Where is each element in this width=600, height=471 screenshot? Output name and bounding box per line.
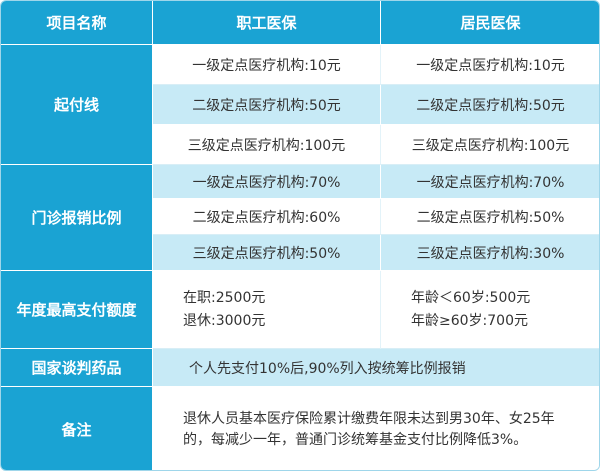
annual-max-resident: 年龄＜60岁:500元 年龄≥60岁:700元 [381,271,599,349]
deductible-employee-level1: 一级定点医疗机构:10元 [153,45,381,85]
deductible-resident-level2: 二级定点医疗机构:50元 [381,85,599,125]
annual-max-employee-active: 在职:2500元 [183,289,266,306]
outpatient-resident-level1: 一级定点医疗机构:70% [381,165,599,199]
header-resident: 居民医保 [381,1,599,45]
deductible-resident-level1: 一级定点医疗机构:10元 [381,45,599,85]
annual-max-resident-under60: 年龄＜60岁:500元 [411,289,531,306]
outpatient-resident-level3: 三级定点医疗机构:30% [381,235,599,271]
annual-max-employee-retired: 退休:3000元 [183,312,266,329]
annual-max-resident-over60: 年龄≥60岁:700元 [411,312,528,329]
label-remarks: 备注 [1,387,153,470]
header-employee: 职工医保 [153,1,381,45]
annual-max-employee: 在职:2500元 退休:3000元 [153,271,381,349]
deductible-employee-level3: 三级定点医疗机构:100元 [153,125,381,165]
deductible-employee-level2: 二级定点医疗机构:50元 [153,85,381,125]
negotiated-drugs-text: 个人先支付10%后,90%列入按统筹比例报销 [153,349,599,387]
outpatient-resident-level2: 二级定点医疗机构:50% [381,199,599,235]
label-annual-max: 年度最高支付额度 [1,271,153,349]
remarks-text: 退休人员基本医疗保险累计缴费年限未达到男30年、女25年的，每减少一年，普通门诊… [153,387,599,470]
label-negotiated-drugs: 国家谈判药品 [1,349,153,387]
outpatient-employee-level1: 一级定点医疗机构:70% [153,165,381,199]
outpatient-employee-level3: 三级定点医疗机构:50% [153,235,381,271]
label-deductible: 起付线 [1,45,153,165]
label-outpatient: 门诊报销比例 [1,165,153,271]
deductible-resident-level3: 三级定点医疗机构:100元 [381,125,599,165]
header-item: 项目名称 [1,1,153,45]
outpatient-employee-level2: 二级定点医疗机构:60% [153,199,381,235]
